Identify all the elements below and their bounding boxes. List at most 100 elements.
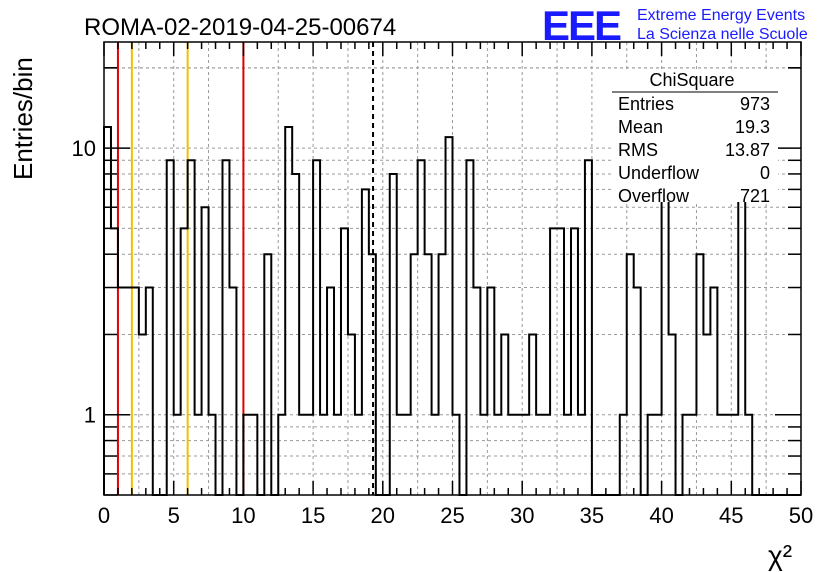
histogram-bin bbox=[501, 334, 508, 495]
stats-row-value: 13.87 bbox=[725, 140, 770, 160]
x-tick-label: 5 bbox=[168, 503, 180, 528]
histogram-bin bbox=[139, 334, 146, 495]
histogram-bin bbox=[453, 415, 460, 495]
histogram-bin bbox=[536, 415, 543, 495]
histogram-bin bbox=[313, 160, 320, 495]
stats-row-value: 721 bbox=[740, 186, 770, 206]
histogram-bin bbox=[717, 415, 724, 495]
histogram-bin bbox=[662, 174, 669, 495]
histogram-bin bbox=[355, 415, 362, 495]
x-tick-label: 50 bbox=[789, 503, 813, 528]
histogram-bin bbox=[627, 254, 634, 495]
histogram-bin bbox=[439, 254, 446, 495]
histogram-bin bbox=[724, 415, 731, 495]
histogram-bin bbox=[348, 334, 355, 495]
stats-title: ChiSquare bbox=[649, 70, 734, 90]
histogram-bin bbox=[669, 334, 676, 495]
x-axis-label: χ² bbox=[768, 540, 792, 571]
histogram-bin bbox=[418, 160, 425, 495]
histogram-bin bbox=[585, 160, 592, 495]
stats-row-value: 973 bbox=[740, 94, 770, 114]
histogram-bin bbox=[243, 415, 250, 495]
histogram-bin bbox=[745, 415, 752, 495]
stats-row-label: Overflow bbox=[618, 186, 690, 206]
histogram-bin bbox=[111, 228, 118, 495]
x-axis-label-text: χ² bbox=[768, 540, 792, 571]
histogram-bin bbox=[655, 415, 662, 495]
histogram-bin bbox=[264, 254, 271, 495]
histogram-bin bbox=[689, 415, 696, 495]
histogram-bin bbox=[648, 415, 655, 495]
eee-logo-line1: Extreme Energy Events bbox=[637, 7, 805, 24]
histogram-bin bbox=[473, 288, 480, 495]
histogram-bin bbox=[222, 160, 229, 495]
stats-row-label: Underflow bbox=[618, 163, 700, 183]
chart-title: ROMA-02-2019-04-25-00674 bbox=[84, 14, 396, 41]
stats-row-label: Mean bbox=[618, 117, 663, 137]
histogram-bin bbox=[564, 415, 571, 495]
histogram-bin bbox=[104, 127, 111, 495]
histogram-bin bbox=[125, 288, 132, 495]
x-tick-label: 10 bbox=[231, 503, 255, 528]
histogram-bin bbox=[738, 174, 745, 495]
histogram-bin bbox=[229, 288, 236, 495]
histogram-bin bbox=[731, 415, 738, 495]
histogram-bin bbox=[174, 415, 181, 495]
histogram-bin bbox=[320, 415, 327, 495]
histogram-bin bbox=[446, 137, 453, 495]
histogram-bin bbox=[710, 288, 717, 495]
histogram-bin bbox=[703, 334, 710, 495]
histogram-bin bbox=[466, 160, 473, 495]
histogram-bin bbox=[327, 288, 334, 495]
histogram-bin bbox=[515, 415, 522, 495]
histogram-bin bbox=[543, 415, 550, 495]
histogram-bin bbox=[167, 160, 174, 495]
x-tick-label: 20 bbox=[371, 503, 395, 528]
histogram-bin bbox=[571, 228, 578, 495]
y-axis-label: Entries/bin bbox=[8, 57, 38, 180]
stats-row-value: 0 bbox=[760, 163, 770, 183]
histogram-bin bbox=[146, 288, 153, 495]
histogram-bin bbox=[578, 415, 585, 495]
histogram-bin bbox=[362, 189, 369, 495]
stats-rows: Entries 973 Mean 19.3 RMS 13.87 Underflow 0 Over… bbox=[618, 94, 770, 206]
x-tick-label: 15 bbox=[301, 503, 325, 528]
histogram-bin bbox=[118, 288, 125, 495]
x-tick-label: 35 bbox=[580, 503, 604, 528]
histogram-bin bbox=[397, 415, 404, 495]
histogram-bin bbox=[278, 415, 285, 495]
histogram-bin bbox=[341, 228, 348, 495]
histogram-bin bbox=[195, 415, 202, 495]
stats-row-label: RMS bbox=[618, 140, 658, 160]
axis-ticks: 0 5 10 15 20 25 30 35 40 45 50 1 10 bbox=[72, 42, 813, 528]
histogram-bin bbox=[557, 228, 564, 495]
histogram-bin bbox=[529, 334, 536, 495]
stats-box: ChiSquare Entries 973 Mean 19.3 RMS 13.87 Unde… bbox=[612, 70, 778, 206]
histogram-bin bbox=[683, 415, 690, 495]
histogram-bin bbox=[508, 415, 515, 495]
histogram-bin bbox=[522, 415, 529, 495]
x-tick-label: 30 bbox=[510, 503, 534, 528]
histogram-bin bbox=[292, 174, 299, 495]
histogram-bin bbox=[480, 415, 487, 495]
histogram-bin bbox=[696, 254, 703, 495]
histogram-bin bbox=[432, 415, 439, 495]
histogram-bin bbox=[334, 415, 341, 495]
stats-row-label: Entries bbox=[618, 94, 674, 114]
histogram-bin bbox=[369, 254, 376, 495]
histogram-bin bbox=[404, 415, 411, 495]
histogram-bin bbox=[425, 254, 432, 495]
x-tick-label: 40 bbox=[649, 503, 673, 528]
stats-row-value: 19.3 bbox=[735, 117, 770, 137]
eee-logo: EEE Extreme Energy Events La Scienza nel… bbox=[542, 2, 808, 49]
histogram-bin bbox=[299, 415, 306, 495]
histogram-bin bbox=[620, 415, 627, 495]
histogram-bin bbox=[634, 288, 641, 495]
histogram-bin bbox=[487, 288, 494, 495]
histogram-bin bbox=[550, 228, 557, 495]
histogram-bin bbox=[132, 288, 139, 495]
histogram-bin bbox=[202, 207, 209, 495]
histogram-bin bbox=[411, 254, 418, 495]
histogram-bin bbox=[250, 415, 257, 495]
